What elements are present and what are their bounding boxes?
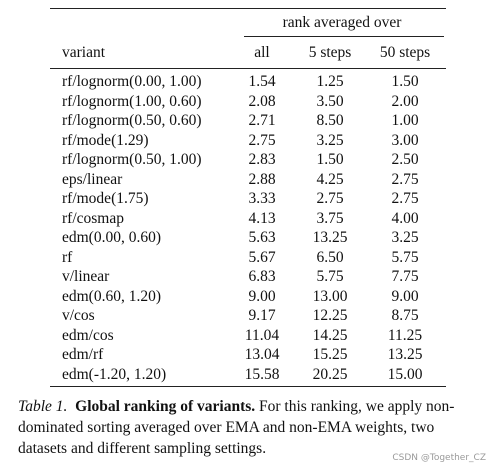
- rank-cell: 2.75: [391, 170, 419, 188]
- rank-cell: 11.25: [387, 326, 423, 344]
- header-rule: [50, 68, 446, 69]
- variant-cell: rf/mode(1.75): [62, 190, 149, 207]
- rank-cell: 6.83: [248, 268, 276, 285]
- variant-cell: rf/lognorm(0.50, 1.00): [62, 151, 202, 168]
- rank-cell: 5.63: [248, 229, 276, 246]
- rank-cell: 8.50: [316, 112, 344, 129]
- caption-label: Table 1.: [18, 398, 68, 415]
- rank-cell: 3.33: [248, 190, 276, 207]
- column-header: 5 steps: [308, 44, 352, 61]
- rank-cell: 4.00: [391, 209, 419, 227]
- rank-cell: 2.75: [316, 190, 344, 207]
- rank-cell: 4.25: [316, 170, 344, 188]
- rank-cell: 15.25: [312, 346, 348, 363]
- rank-cell: 2.83: [248, 151, 276, 168]
- column-header: 50 steps: [379, 44, 431, 61]
- rank-cell: 11.04: [244, 326, 280, 344]
- rank-cell: 1.25: [316, 73, 344, 90]
- rank-cell: 9.00: [248, 287, 276, 305]
- rank-cell: 15.00: [387, 365, 423, 383]
- rank-cell: 15.58: [244, 365, 280, 383]
- variant-cell: rf/lognorm(1.00, 0.60): [62, 92, 202, 110]
- watermark: CSDN @Together_CZ: [392, 453, 486, 463]
- variant-cell: edm(-1.20, 1.20): [62, 365, 167, 383]
- rank-cell: 9.17: [248, 307, 276, 324]
- rank-cell: 6.50: [316, 248, 344, 266]
- group-rule: [244, 36, 444, 37]
- rank-cell: 9.00: [391, 287, 419, 305]
- rank-cell: 3.00: [391, 131, 419, 149]
- rank-cell: 2.00: [391, 92, 419, 110]
- column-header: all: [254, 44, 270, 61]
- group-header: rank averaged over: [282, 14, 402, 31]
- rank-cell: 8.75: [391, 307, 419, 324]
- variant-cell: edm(0.60, 1.20): [62, 287, 162, 305]
- rank-cell: 1.50: [316, 151, 344, 168]
- rank-cell: 5.75: [316, 268, 344, 285]
- rank-cell: 3.75: [316, 209, 344, 227]
- variant-cell: rf/lognorm(0.00, 1.00): [62, 73, 202, 90]
- variant-cell: rf: [62, 248, 73, 266]
- variant-cell: edm/rf: [62, 346, 104, 363]
- top-rule: [50, 8, 446, 9]
- rank-cell: 14.25: [312, 326, 348, 344]
- rank-cell: 13.25: [312, 229, 348, 246]
- column-header: variant: [62, 44, 106, 61]
- caption-text: For this ranking, we apply non-dominated…: [18, 398, 455, 457]
- variant-cell: eps/linear: [62, 170, 123, 188]
- rank-cell: 7.75: [391, 268, 419, 285]
- caption: Table 1. Global ranking of variants. For…: [18, 396, 480, 459]
- bottom-rule: [50, 386, 446, 387]
- rank-cell: 1.00: [391, 112, 419, 129]
- rank-cell: 20.25: [312, 365, 348, 383]
- variant-cell: edm/cos: [62, 326, 114, 344]
- variant-cell: edm(0.00, 0.60): [62, 229, 162, 246]
- rank-cell: 2.75: [391, 190, 419, 207]
- rank-cell: 3.25: [316, 131, 344, 149]
- variant-cell: rf/lognorm(0.50, 0.60): [62, 112, 202, 129]
- rank-cell: 2.71: [248, 112, 276, 129]
- rank-cell: 3.50: [316, 92, 344, 110]
- rank-cell: 5.67: [248, 248, 276, 266]
- rank-cell: 1.54: [248, 73, 276, 90]
- rank-cell: 13.25: [387, 346, 423, 363]
- rank-cell: 13.04: [244, 346, 280, 363]
- rank-cell: 2.50: [391, 151, 419, 168]
- rank-cell: 3.25: [391, 229, 419, 246]
- variant-cell: v/linear: [62, 268, 110, 285]
- rank-cell: 2.08: [248, 92, 276, 110]
- variant-cell: rf/mode(1.29): [62, 131, 149, 149]
- rank-cell: 4.13: [248, 209, 276, 227]
- rank-cell: 2.88: [248, 170, 276, 188]
- rank-cell: 5.75: [391, 248, 419, 266]
- variant-cell: rf/cosmap: [62, 209, 124, 227]
- rank-cell: 12.25: [312, 307, 348, 324]
- rank-cell: 2.75: [248, 131, 276, 149]
- rank-cell: 13.00: [312, 287, 348, 305]
- rank-cell: 1.50: [391, 73, 419, 90]
- caption-title: Global ranking of variants.: [75, 398, 256, 415]
- variant-cell: v/cos: [62, 307, 95, 324]
